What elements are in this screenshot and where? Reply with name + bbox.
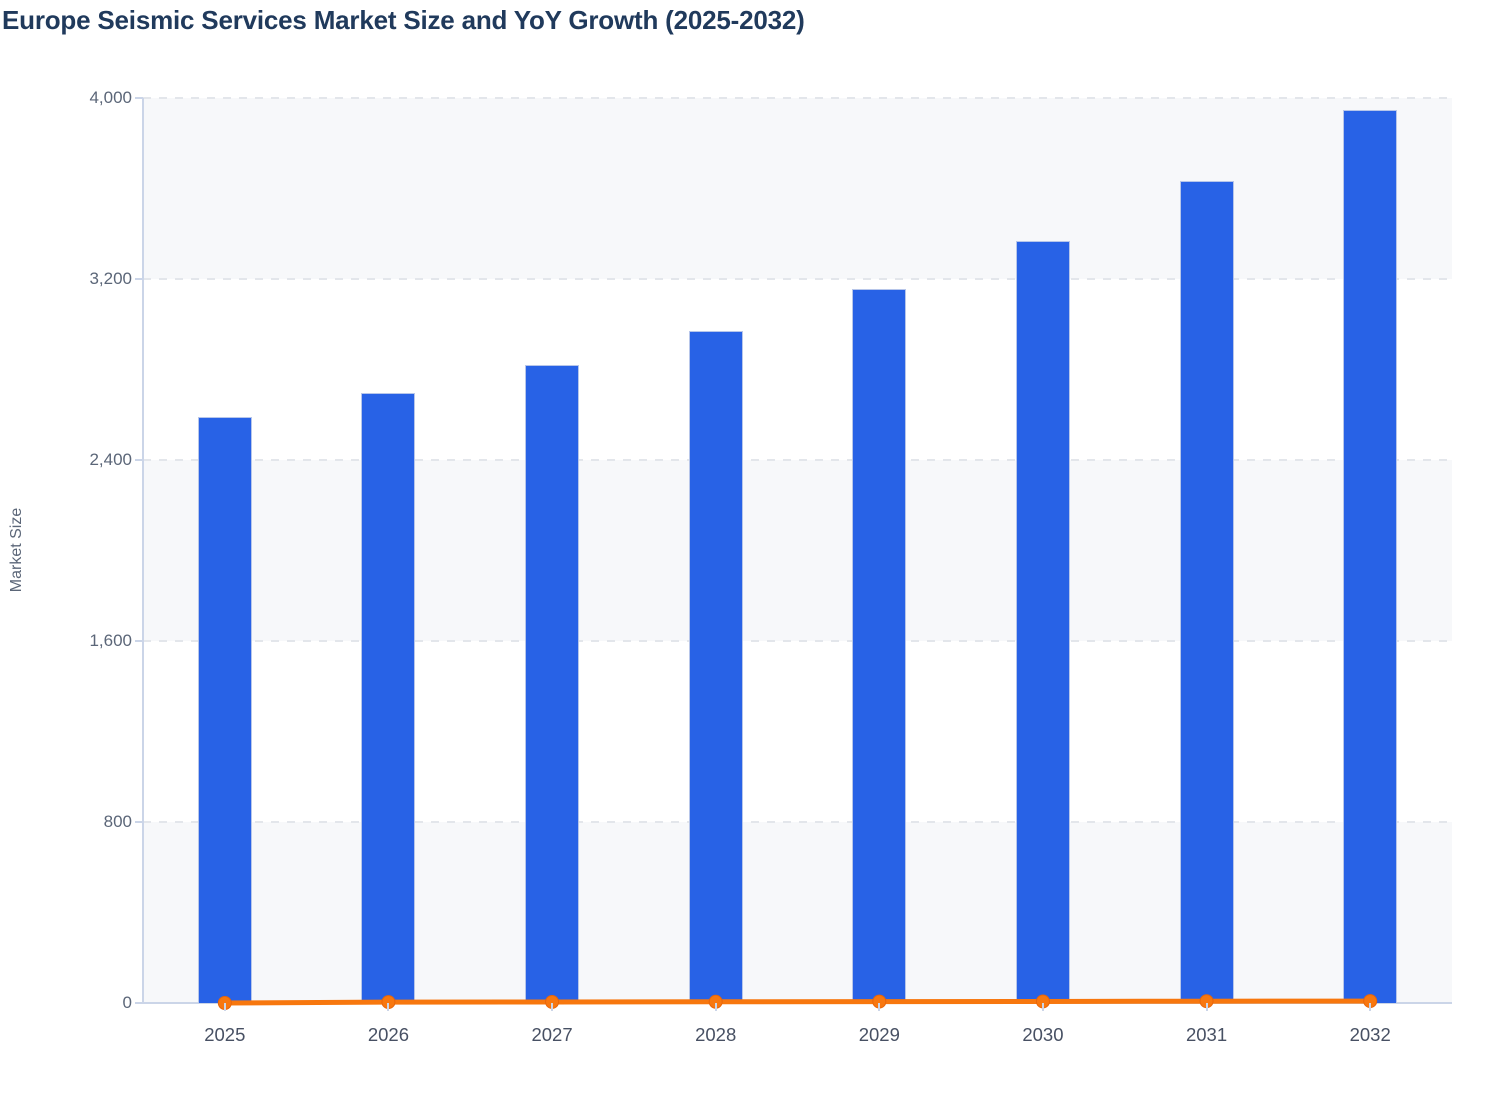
plot-band <box>143 641 1452 822</box>
y-axis-title: Market Size <box>8 507 25 593</box>
bar-2025[interactable] <box>197 417 252 1003</box>
y-tick-mark-3200 <box>135 278 143 280</box>
y-tick-mark-4000 <box>135 97 143 99</box>
chart-title: Europe Seismic Services Market Size and … <box>2 5 805 35</box>
y-tick-mark-2400 <box>135 459 143 461</box>
yoy-line <box>222 998 1373 1006</box>
gridline-2400 <box>143 459 1452 461</box>
y-tick-mark-800 <box>135 821 143 823</box>
plot-band <box>143 460 1452 641</box>
x-tick-label-2030: 2030 <box>1022 1024 1064 1045</box>
plot-band <box>143 279 1452 460</box>
x-tick-mark-2025 <box>223 1003 226 1011</box>
x-tick-label-2027: 2027 <box>531 1024 573 1045</box>
x-tick-mark-2028 <box>714 1003 717 1011</box>
y-axis-line <box>142 98 144 1003</box>
bar-2032[interactable] <box>1343 110 1398 1003</box>
bar-2029[interactable] <box>852 289 907 1003</box>
gridline-1600 <box>143 640 1452 642</box>
x-tick-label-2029: 2029 <box>858 1024 900 1045</box>
x-tick-label-2025: 2025 <box>204 1024 246 1045</box>
x-tick-mark-2026 <box>387 1003 390 1011</box>
x-tick-mark-2027 <box>551 1003 554 1011</box>
x-tick-mark-2031 <box>1205 1003 1208 1011</box>
x-tick-label-2028: 2028 <box>695 1024 737 1045</box>
bar-2027[interactable] <box>525 364 580 1003</box>
bar-2030[interactable] <box>1015 240 1070 1003</box>
y-tick-label-800: 800 <box>103 812 132 831</box>
x-tick-label-2026: 2026 <box>367 1024 410 1045</box>
bar-2028[interactable] <box>688 331 743 1003</box>
y-tick-label-1600: 1,600 <box>89 631 132 650</box>
plot-area <box>142 97 1452 1010</box>
y-tick-mark-0 <box>135 1002 143 1004</box>
y-tick-label-0: 0 <box>122 993 132 1012</box>
yoy-growth-line-layer <box>217 994 1378 1010</box>
x-tick-label-2032: 2032 <box>1349 1024 1391 1045</box>
gridline-800 <box>143 821 1452 823</box>
y-tick-mark-1600 <box>135 640 143 642</box>
bar-2031[interactable] <box>1179 180 1234 1003</box>
x-tick-mark-2029 <box>878 1003 881 1011</box>
y-tick-label-3200: 3,200 <box>89 269 132 288</box>
plot-band <box>143 98 1452 279</box>
x-tick-mark-2030 <box>1041 1003 1044 1011</box>
plot-band <box>143 822 1452 1003</box>
y-tick-label-2400: 2,400 <box>89 450 132 469</box>
bar-2026[interactable] <box>361 393 416 1003</box>
x-tick-mark-2032 <box>1369 1003 1372 1011</box>
y-tick-label-4000: 4,000 <box>89 88 132 107</box>
gridline-3200 <box>143 278 1452 280</box>
gridline-4000 <box>143 97 1452 99</box>
x-tick-label-2031: 2031 <box>1185 1024 1228 1045</box>
